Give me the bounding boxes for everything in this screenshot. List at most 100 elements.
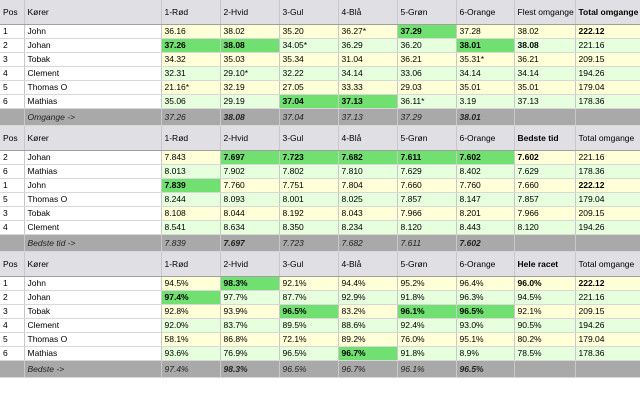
lane-4-cell[interactable]: 7.810: [338, 164, 398, 179]
driver-cell[interactable]: Mathias: [24, 164, 162, 179]
lane-5-cell[interactable]: 29.03: [397, 80, 457, 95]
lane-5-cell[interactable]: 91.8%: [397, 346, 457, 361]
lane-3-cell[interactable]: 7.723: [279, 150, 339, 165]
total-cell[interactable]: 179.04: [575, 192, 640, 207]
extra-cell[interactable]: 34.14: [514, 66, 576, 81]
lane-2-cell[interactable]: 98.3%: [220, 276, 280, 291]
total-cell[interactable]: 209.15: [575, 206, 640, 221]
total-cell[interactable]: 221.16: [575, 290, 640, 305]
col-lane-1[interactable]: 1-Rød: [161, 0, 221, 25]
lane-2-cell[interactable]: 7.760: [220, 178, 280, 193]
pos-cell[interactable]: 1: [0, 276, 25, 291]
lane-1-cell[interactable]: 93.6%: [161, 346, 221, 361]
driver-cell[interactable]: Johan: [24, 290, 162, 305]
lane-5-cell[interactable]: 76.0%: [397, 332, 457, 347]
table-row[interactable]: 1 John 7.839 7.760 7.751 7.804 7.660 7.760 7.660…: [0, 178, 640, 193]
lane-3-cell[interactable]: 87.7%: [279, 290, 339, 305]
extra-cell[interactable]: 7.966: [514, 206, 576, 221]
lane-4-cell[interactable]: 36.29: [338, 38, 398, 53]
lane-2-cell[interactable]: 29.19: [220, 94, 280, 109]
lane-4-cell[interactable]: 33.33: [338, 80, 398, 95]
lane-4-cell[interactable]: 34.14: [338, 66, 398, 81]
extra-cell[interactable]: 36.21: [514, 52, 576, 67]
lane-2-cell[interactable]: 38.02: [220, 24, 280, 39]
lane-2-cell[interactable]: 83.7%: [220, 318, 280, 333]
col-lane-4[interactable]: 4-Blå: [338, 0, 398, 25]
lane-3-cell[interactable]: 96.5%: [279, 304, 339, 319]
lane-3-cell[interactable]: 7.751: [279, 178, 339, 193]
lane-2-cell[interactable]: 29.10*: [220, 66, 280, 81]
pos-cell[interactable]: 6: [0, 164, 25, 179]
driver-cell[interactable]: Clement: [24, 318, 162, 333]
extra-cell[interactable]: 7.602: [514, 150, 576, 165]
lane-3-cell[interactable]: 34.05*: [279, 38, 339, 53]
lane-6-cell[interactable]: 34.14: [456, 66, 515, 81]
total-cell[interactable]: 209.15: [575, 52, 640, 67]
total-cell[interactable]: 221.16: [575, 38, 640, 53]
lane-1-cell[interactable]: 36.16: [161, 24, 221, 39]
lane-3-cell[interactable]: 96.5%: [279, 346, 339, 361]
lane-6-cell[interactable]: 35.31*: [456, 52, 515, 67]
table-row[interactable]: 1 John 36.16 38.02 35.20 36.27* 37.29 37.28 38.0…: [0, 24, 640, 39]
extra-cell[interactable]: 7.660: [514, 178, 576, 193]
lane-3-cell[interactable]: 37.04: [279, 94, 339, 109]
driver-cell[interactable]: Thomas O: [24, 332, 162, 347]
lane-4-cell[interactable]: 31.04: [338, 52, 398, 67]
lane-3-cell[interactable]: 32.22: [279, 66, 339, 81]
lane-5-cell[interactable]: 36.20: [397, 38, 457, 53]
lane-1-cell[interactable]: 8.108: [161, 206, 221, 221]
lane-3-cell[interactable]: 72.1%: [279, 332, 339, 347]
driver-cell[interactable]: Johan: [24, 38, 162, 53]
col-total-laps[interactable]: Total omgange: [575, 0, 640, 25]
extra-cell[interactable]: 78.5%: [514, 346, 576, 361]
pos-cell[interactable]: 2: [0, 290, 25, 305]
total-cell[interactable]: 179.04: [575, 80, 640, 95]
driver-cell[interactable]: Clement: [24, 220, 162, 235]
driver-cell[interactable]: John: [24, 178, 162, 193]
extra-cell[interactable]: 38.02: [514, 24, 576, 39]
extra-cell[interactable]: 7.857: [514, 192, 576, 207]
pos-cell[interactable]: 4: [0, 66, 25, 81]
lane-2-cell[interactable]: 8.093: [220, 192, 280, 207]
lane-5-cell[interactable]: 92.4%: [397, 318, 457, 333]
lane-2-cell[interactable]: 8.634: [220, 220, 280, 235]
lane-1-cell[interactable]: 92.8%: [161, 304, 221, 319]
col-total-laps[interactable]: Total omgange: [575, 126, 640, 151]
lane-1-cell[interactable]: 7.843: [161, 150, 221, 165]
table-row[interactable]: 1 John 94.5% 98.3% 92.1% 94.4% 95.2% 96.4% 96.0%…: [0, 276, 640, 291]
lane-6-cell[interactable]: 96.4%: [456, 276, 515, 291]
pos-cell[interactable]: 2: [0, 38, 25, 53]
total-cell[interactable]: 178.36: [575, 164, 640, 179]
lane-3-cell[interactable]: 8.350: [279, 220, 339, 235]
table-row[interactable]: 4 Clement 32.31 29.10* 32.22 34.14 33.06 34.14 3…: [0, 66, 640, 81]
col-lane-5[interactable]: 5-Grøn: [397, 126, 457, 151]
col-best-time[interactable]: Bedste tid: [514, 126, 576, 151]
table-row[interactable]: 2 Johan 37.26 38.08 34.05* 36.29 36.20 38.01 38.…: [0, 38, 640, 53]
extra-cell[interactable]: 37.13: [514, 94, 576, 109]
col-lane-3[interactable]: 3-Gul: [279, 252, 339, 277]
lane-4-cell[interactable]: 8.043: [338, 206, 398, 221]
table-row[interactable]: 5 Thomas O 58.1% 86.8% 72.1% 89.2% 76.0% 95.1% 8…: [0, 332, 640, 347]
lane-5-cell[interactable]: 7.629: [397, 164, 457, 179]
lane-3-cell[interactable]: 8.001: [279, 192, 339, 207]
total-cell[interactable]: 221.16: [575, 150, 640, 165]
lane-4-cell[interactable]: 94.4%: [338, 276, 398, 291]
lane-3-cell[interactable]: 89.5%: [279, 318, 339, 333]
lane-1-cell[interactable]: 8.244: [161, 192, 221, 207]
lane-4-cell[interactable]: 7.682: [338, 150, 398, 165]
lane-6-cell[interactable]: 96.5%: [456, 304, 515, 319]
lane-4-cell[interactable]: 83.2%: [338, 304, 398, 319]
lane-1-cell[interactable]: 94.5%: [161, 276, 221, 291]
pos-cell[interactable]: 5: [0, 80, 25, 95]
pos-cell[interactable]: 3: [0, 206, 25, 221]
lane-1-cell[interactable]: 35.06: [161, 94, 221, 109]
col-lane-1[interactable]: 1-Rød: [161, 252, 221, 277]
table-row[interactable]: 6 Mathias 35.06 29.19 37.04 37.13 36.11* 3.19 37…: [0, 94, 640, 109]
lane-1-cell[interactable]: 97.4%: [161, 290, 221, 305]
lane-6-cell[interactable]: 7.760: [456, 178, 515, 193]
lane-2-cell[interactable]: 76.9%: [220, 346, 280, 361]
lane-2-cell[interactable]: 32.19: [220, 80, 280, 95]
lane-2-cell[interactable]: 97.7%: [220, 290, 280, 305]
col-lane-2[interactable]: 2-Hvid: [220, 126, 280, 151]
lane-4-cell[interactable]: 8.234: [338, 220, 398, 235]
